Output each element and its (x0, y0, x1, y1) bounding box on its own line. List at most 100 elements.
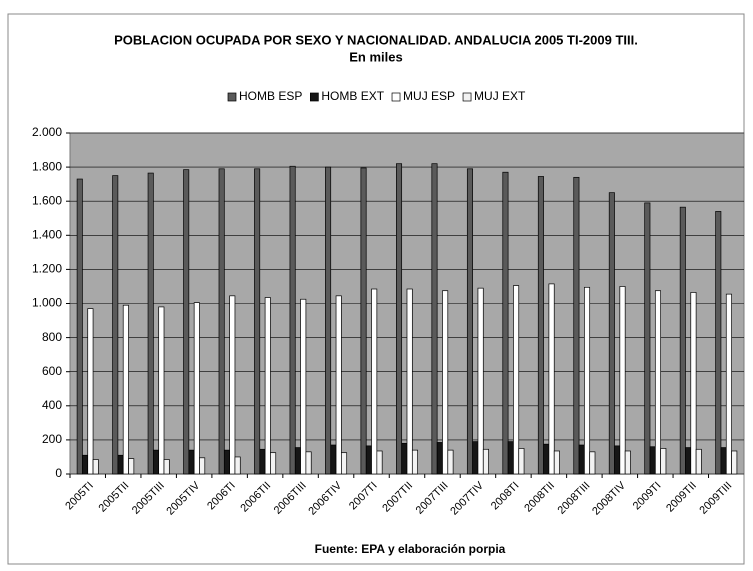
bar (401, 442, 408, 475)
bar (466, 168, 473, 475)
legend-label: MUJ EXT (474, 89, 526, 103)
legend-swatch (227, 92, 237, 102)
bar (153, 449, 160, 475)
bar (649, 446, 656, 475)
y-tick-label: 1.000 (32, 296, 62, 310)
legend-swatch (391, 92, 401, 102)
y-tick-label: 0 (55, 466, 62, 480)
bar (695, 448, 702, 475)
bar (624, 450, 631, 475)
bar (82, 454, 89, 475)
bar (685, 447, 692, 475)
bar (158, 306, 165, 475)
bar (229, 295, 236, 475)
bar (548, 283, 555, 475)
bar (376, 450, 383, 475)
bar (330, 444, 337, 475)
y-tick-label: 400 (42, 398, 62, 412)
bar (223, 449, 230, 475)
bar (234, 456, 241, 475)
bar (608, 192, 615, 475)
bar (92, 459, 99, 475)
bar (406, 288, 413, 475)
bar (472, 441, 479, 475)
bar (614, 445, 621, 475)
y-tick-label: 200 (42, 432, 62, 446)
bar (644, 202, 651, 475)
bar (360, 167, 367, 475)
bar (543, 443, 550, 475)
legend-label: MUJ ESP (403, 89, 455, 103)
bar (537, 176, 544, 475)
bar (218, 168, 225, 475)
legend-swatch (462, 92, 472, 102)
bar (553, 450, 560, 475)
legend-label: HOMB ESP (239, 89, 302, 103)
bar (335, 295, 342, 475)
bar (679, 206, 686, 475)
bar (513, 285, 520, 475)
bar (578, 444, 585, 475)
bar (731, 450, 738, 475)
y-tick-label: 800 (42, 330, 62, 344)
bar (199, 457, 206, 475)
bar (584, 286, 591, 475)
bar (264, 297, 271, 475)
bar (436, 442, 443, 475)
bar (502, 171, 509, 475)
bar (254, 168, 261, 475)
bar (431, 163, 438, 475)
y-tick-label: 600 (42, 364, 62, 378)
bar (188, 449, 195, 475)
bar (305, 451, 312, 475)
bar (270, 452, 277, 475)
bar (112, 175, 119, 475)
bar (147, 172, 154, 475)
bar (117, 454, 124, 475)
bar (447, 449, 454, 475)
bar (442, 290, 449, 475)
bar (482, 448, 489, 475)
source-note: Fuente: EPA y elaboración porpia (315, 542, 506, 556)
bar (300, 298, 307, 475)
chart-subtitle: En miles (349, 49, 402, 64)
bar (122, 304, 129, 475)
bar (654, 290, 661, 475)
bar (715, 211, 722, 475)
legend-swatch (310, 92, 319, 102)
bar (573, 176, 580, 475)
bar (365, 445, 372, 475)
bar (371, 288, 378, 475)
bar (289, 165, 296, 475)
bar (294, 447, 301, 475)
y-tick-label: 1.200 (32, 262, 62, 276)
bar (507, 441, 514, 475)
bar (193, 302, 200, 475)
y-tick-label: 2.000 (32, 125, 62, 139)
bar (477, 287, 484, 475)
bar (341, 452, 348, 475)
bar (396, 163, 403, 475)
bar (589, 451, 596, 475)
legend-label: HOMB EXT (321, 89, 384, 103)
bar (183, 169, 190, 475)
bar (87, 308, 94, 475)
bar (690, 292, 697, 475)
bar (76, 178, 83, 475)
bar (660, 448, 667, 475)
y-tick-label: 1.800 (32, 159, 62, 173)
bar (518, 448, 525, 475)
chart-title: POBLACION OCUPADA POR SEXO Y NACIONALIDA… (114, 32, 638, 47)
bar (259, 448, 266, 475)
bar (325, 166, 332, 475)
bar (411, 449, 418, 475)
y-tick-label: 1.600 (32, 193, 62, 207)
bar (725, 293, 732, 475)
y-tick-label: 1.400 (32, 227, 62, 241)
bar (720, 447, 727, 475)
bar (163, 459, 170, 475)
bar (619, 286, 626, 475)
bar (128, 458, 135, 475)
